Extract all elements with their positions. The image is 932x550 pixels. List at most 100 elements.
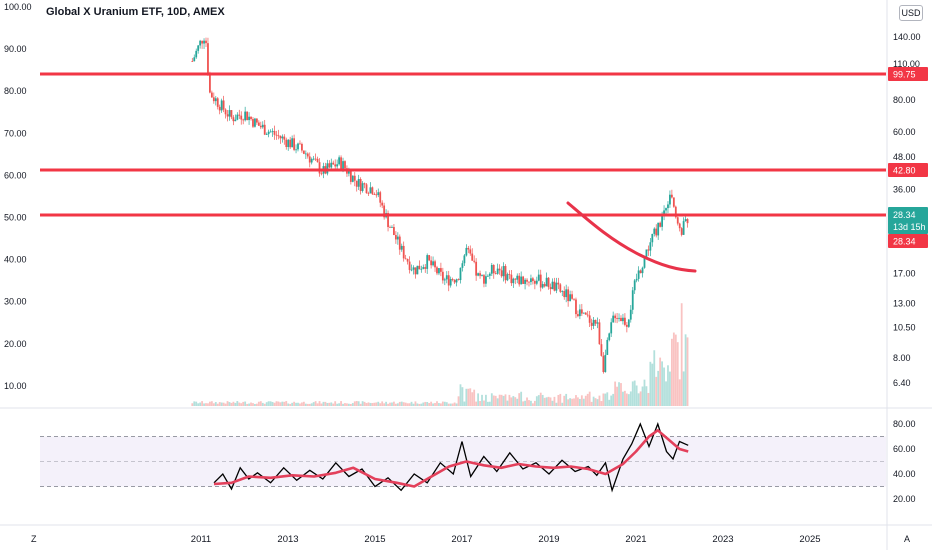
left-axis-tick: 100.00: [4, 2, 32, 12]
volume-bar: [338, 403, 341, 406]
volume-bar: [394, 403, 397, 406]
volume-bar: [267, 401, 270, 406]
candle-body: [600, 344, 603, 356]
volume-bar: [398, 401, 401, 406]
volume-bar: [408, 403, 411, 406]
candle-body: [535, 280, 538, 284]
volume-bar: [428, 403, 431, 406]
auto-scale-button[interactable]: A: [904, 534, 911, 544]
volume-bar: [226, 401, 229, 406]
candle-body: [449, 279, 452, 286]
volume-bar: [481, 394, 483, 406]
volume-bar: [418, 403, 421, 406]
right-axis-tick: 13.00: [893, 299, 916, 309]
candle-body: [293, 138, 295, 150]
candle-body: [641, 267, 644, 274]
candle-body: [389, 227, 391, 228]
candle-body: [338, 157, 341, 165]
volume-bar: [649, 361, 652, 406]
candle-body: [361, 183, 364, 191]
candle-body: [643, 256, 646, 268]
volume-bar: [479, 401, 481, 406]
candle-body: [375, 194, 378, 196]
right-axis-tick: 36.00: [893, 184, 916, 194]
currency-selector[interactable]: USD: [899, 5, 923, 21]
x-axis-tick: 2019: [538, 534, 559, 545]
candle-body: [514, 278, 517, 280]
right-axis-tick: 8.00: [893, 353, 911, 363]
volume-bar: [496, 398, 499, 406]
volume-bar: [635, 385, 638, 406]
candle-body: [486, 275, 489, 277]
volume-bar: [293, 401, 295, 406]
candle-body: [547, 277, 550, 288]
candle-body: [473, 260, 476, 262]
volume-bar: [242, 401, 245, 406]
candle-body: [212, 97, 215, 102]
x-axis-tick: 2025: [799, 534, 820, 545]
volume-bar: [622, 391, 624, 406]
volume-bar: [657, 370, 660, 406]
candle-body: [326, 163, 329, 174]
volume-bar: [502, 395, 505, 406]
candle-body: [301, 143, 303, 151]
candle-body: [682, 221, 685, 235]
volume-bar: [684, 334, 687, 406]
candle-body: [488, 273, 491, 276]
level-tag-label: 28.34: [893, 237, 916, 247]
volume-bar: [490, 393, 493, 406]
candle-body: [304, 153, 307, 155]
candle-body: [608, 333, 611, 340]
candle-body: [573, 298, 575, 300]
candle-body: [201, 40, 203, 44]
candle-body: [344, 161, 346, 169]
candle-body: [624, 317, 626, 325]
candle-body: [332, 162, 335, 165]
candle-body: [545, 277, 548, 287]
volume-bar: [324, 401, 327, 406]
candle-body: [575, 299, 577, 315]
candle-body: [226, 114, 229, 117]
candle-body: [316, 158, 319, 163]
volume-bar: [203, 403, 205, 406]
volume-bar: [402, 402, 405, 406]
volume-bar: [359, 403, 362, 406]
volume-bar: [645, 386, 648, 406]
volume-bar: [492, 395, 495, 406]
candle-body: [684, 219, 687, 222]
candle-body: [381, 202, 384, 206]
candle-body: [265, 134, 268, 135]
candle-body: [498, 268, 501, 271]
volume-bar: [353, 401, 356, 406]
candle-body: [539, 274, 542, 288]
candle-body: [398, 236, 401, 250]
volume-bar: [357, 401, 360, 406]
volume-bar: [367, 402, 370, 406]
candle-body: [371, 187, 374, 195]
timezone-button[interactable]: Z: [31, 534, 37, 544]
volume-bar: [281, 401, 284, 406]
volume-bar: [455, 403, 458, 406]
price-candles: [191, 37, 689, 374]
candle-body: [445, 275, 448, 280]
candle-body: [410, 269, 413, 271]
volume-bar: [672, 332, 675, 406]
candle-body: [594, 319, 597, 324]
volume-bar: [434, 402, 436, 406]
candle-body: [348, 171, 350, 174]
candle-body: [645, 249, 648, 257]
volume-bar: [404, 402, 407, 406]
volume-bar: [686, 337, 689, 406]
volume-bar: [471, 392, 474, 406]
candle-body: [496, 268, 499, 274]
volume-bar: [485, 394, 487, 406]
last-price-tag: [888, 207, 928, 234]
candle-body: [510, 274, 513, 284]
candle-body: [312, 158, 315, 160]
candle-body: [481, 275, 483, 276]
candle-body: [457, 279, 460, 281]
volume-bar: [383, 403, 386, 406]
candle-body: [625, 324, 628, 327]
volume-bar: [236, 401, 239, 406]
